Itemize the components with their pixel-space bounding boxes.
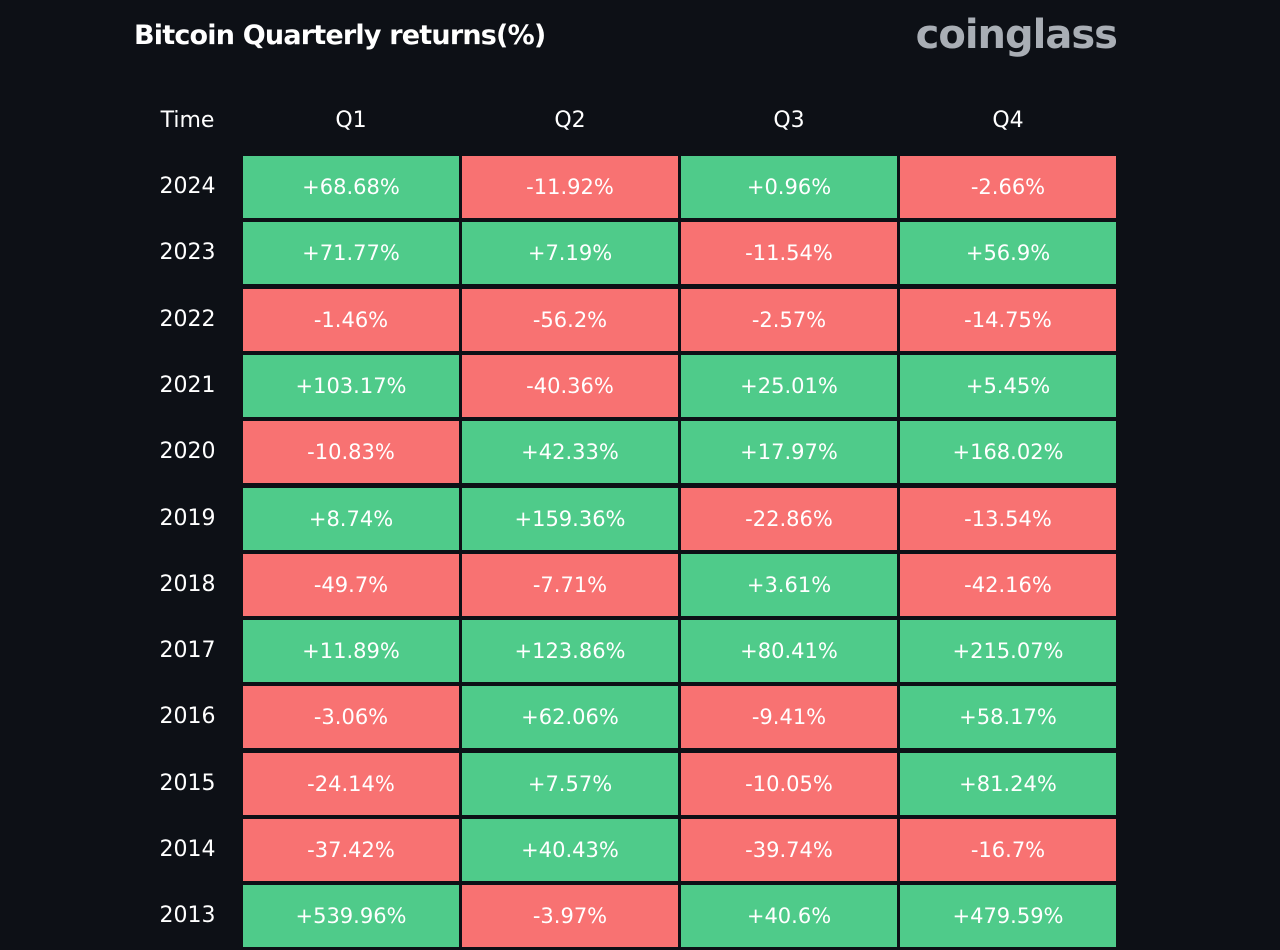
return-cell: -16.7%	[900, 819, 1116, 881]
return-cell: +123.86%	[462, 620, 678, 683]
return-cell: +103.17%	[243, 354, 459, 417]
year-label: 2019	[159, 505, 216, 531]
return-cell: +11.89%	[243, 620, 459, 683]
return-cell: +40.6%	[681, 885, 897, 948]
return-cell: +17.97%	[681, 421, 897, 484]
return-cell: +68.68%	[243, 156, 459, 218]
coinglass-logo: coinglass	[915, 12, 1118, 58]
year-label: 2018	[159, 571, 216, 597]
return-cell: -39.74%	[681, 819, 897, 881]
header-q1: Q1	[335, 108, 367, 133]
return-cell: +81.24%	[900, 752, 1116, 815]
return-cell: -7.71%	[462, 553, 678, 616]
return-cell: +8.74%	[243, 487, 459, 550]
year-label: 2015	[159, 770, 216, 796]
return-cell: +215.07%	[900, 620, 1116, 683]
return-cell: +168.02%	[900, 421, 1116, 484]
return-cell: -14.75%	[900, 288, 1116, 351]
return-cell: +0.96%	[681, 156, 897, 218]
return-cell: +25.01%	[681, 354, 897, 417]
return-cell: +479.59%	[900, 885, 1116, 948]
return-cell: -42.16%	[900, 553, 1116, 616]
return-cell: +56.9%	[900, 222, 1116, 285]
year-label: 2023	[159, 240, 216, 266]
return-cell: +80.41%	[681, 620, 897, 683]
chart-title: Bitcoin Quarterly returns(%)	[134, 20, 546, 51]
return-cell: -11.92%	[462, 156, 678, 218]
year-label: 2022	[159, 306, 216, 332]
return-cell: -22.86%	[681, 487, 897, 550]
return-cell: -56.2%	[462, 288, 678, 351]
return-cell: +62.06%	[462, 686, 678, 749]
return-cell: -1.46%	[243, 288, 459, 351]
return-cell: -9.41%	[681, 686, 897, 749]
return-cell: -11.54%	[681, 222, 897, 285]
year-label: 2020	[159, 439, 216, 465]
year-label: 2024	[159, 174, 216, 199]
return-cell: -10.05%	[681, 752, 897, 815]
return-cell: -24.14%	[243, 752, 459, 815]
return-cell: +159.36%	[462, 487, 678, 550]
return-cell: +42.33%	[462, 421, 678, 484]
return-cell: +71.77%	[243, 222, 459, 285]
year-label: 2021	[159, 372, 216, 398]
return-cell: -3.97%	[462, 885, 678, 948]
year-label: 2016	[159, 704, 216, 730]
return-cell: -3.06%	[243, 686, 459, 749]
header-time: Time	[160, 108, 215, 133]
return-cell: +7.57%	[462, 752, 678, 815]
header-q4: Q4	[992, 108, 1024, 133]
header-q2: Q2	[554, 108, 586, 133]
return-cell: -2.66%	[900, 156, 1116, 218]
year-label: 2013	[159, 903, 216, 929]
header-q3: Q3	[773, 108, 805, 133]
return-cell: +40.43%	[462, 819, 678, 881]
return-cell: +58.17%	[900, 686, 1116, 749]
return-cell: -10.83%	[243, 421, 459, 484]
return-cell: -40.36%	[462, 354, 678, 417]
return-cell: +3.61%	[681, 553, 897, 616]
return-cell: -37.42%	[243, 819, 459, 881]
return-cell: -13.54%	[900, 487, 1116, 550]
year-label: 2014	[159, 837, 216, 862]
return-cell: +5.45%	[900, 354, 1116, 417]
return-cell: -2.57%	[681, 288, 897, 351]
return-cell: +539.96%	[243, 885, 459, 948]
year-label: 2017	[159, 638, 216, 664]
return-cell: +7.19%	[462, 222, 678, 285]
return-cell: -49.7%	[243, 553, 459, 616]
